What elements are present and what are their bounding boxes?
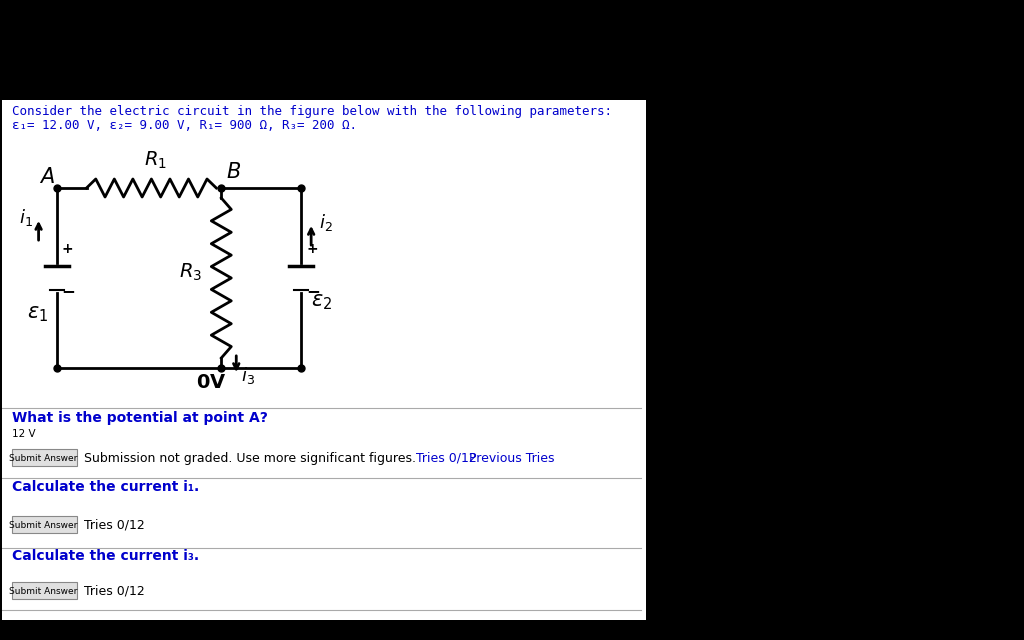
Text: $\mathbf{0V}$: $\mathbf{0V}$ (197, 373, 227, 392)
Text: Tries 0/12: Tries 0/12 (416, 451, 477, 465)
Text: −: − (306, 282, 321, 300)
Text: +: + (61, 242, 73, 256)
Bar (2, 100, 645, 620)
Text: $\varepsilon_2$: $\varepsilon_2$ (311, 292, 333, 312)
Text: Submit Answer: Submit Answer (9, 454, 78, 463)
Text: What is the potential at point A?: What is the potential at point A? (11, 411, 267, 425)
Text: Consider the electric circuit in the figure below with the following parameters:: Consider the electric circuit in the fig… (11, 105, 611, 118)
Text: $i_3$: $i_3$ (242, 365, 255, 386)
Text: Submit Answer: Submit Answer (9, 520, 78, 529)
Text: Tries 0/12: Tries 0/12 (84, 584, 144, 598)
Text: Tries 0/12: Tries 0/12 (84, 518, 144, 531)
Text: ε₁= 12.00 V, ε₂= 9.00 V, R₁= 900 Ω, R₃= 200 Ω.: ε₁= 12.00 V, ε₂= 9.00 V, R₁= 900 Ω, R₃= … (11, 119, 356, 132)
Text: 12 V: 12 V (11, 429, 35, 439)
Text: Submit Answer: Submit Answer (9, 586, 78, 595)
Text: $i_2$: $i_2$ (319, 212, 333, 233)
Text: +: + (306, 242, 317, 256)
Text: $\varepsilon_1$: $\varepsilon_1$ (27, 303, 48, 324)
Text: $B$: $B$ (226, 162, 242, 182)
Text: −: − (61, 282, 76, 300)
Text: Previous Tries: Previous Tries (469, 451, 554, 465)
Bar (11, 582, 77, 599)
Text: $i_1$: $i_1$ (18, 207, 33, 228)
Text: Calculate the current i₁.: Calculate the current i₁. (11, 480, 199, 494)
Text: $R_3$: $R_3$ (179, 262, 203, 284)
Bar (11, 449, 77, 466)
Text: $R_1$: $R_1$ (144, 150, 167, 172)
Text: $A$: $A$ (39, 167, 54, 187)
Bar (11, 516, 77, 533)
Text: Submission not graded. Use more significant figures.: Submission not graded. Use more signific… (84, 451, 416, 465)
Text: Calculate the current i₃.: Calculate the current i₃. (11, 549, 199, 563)
